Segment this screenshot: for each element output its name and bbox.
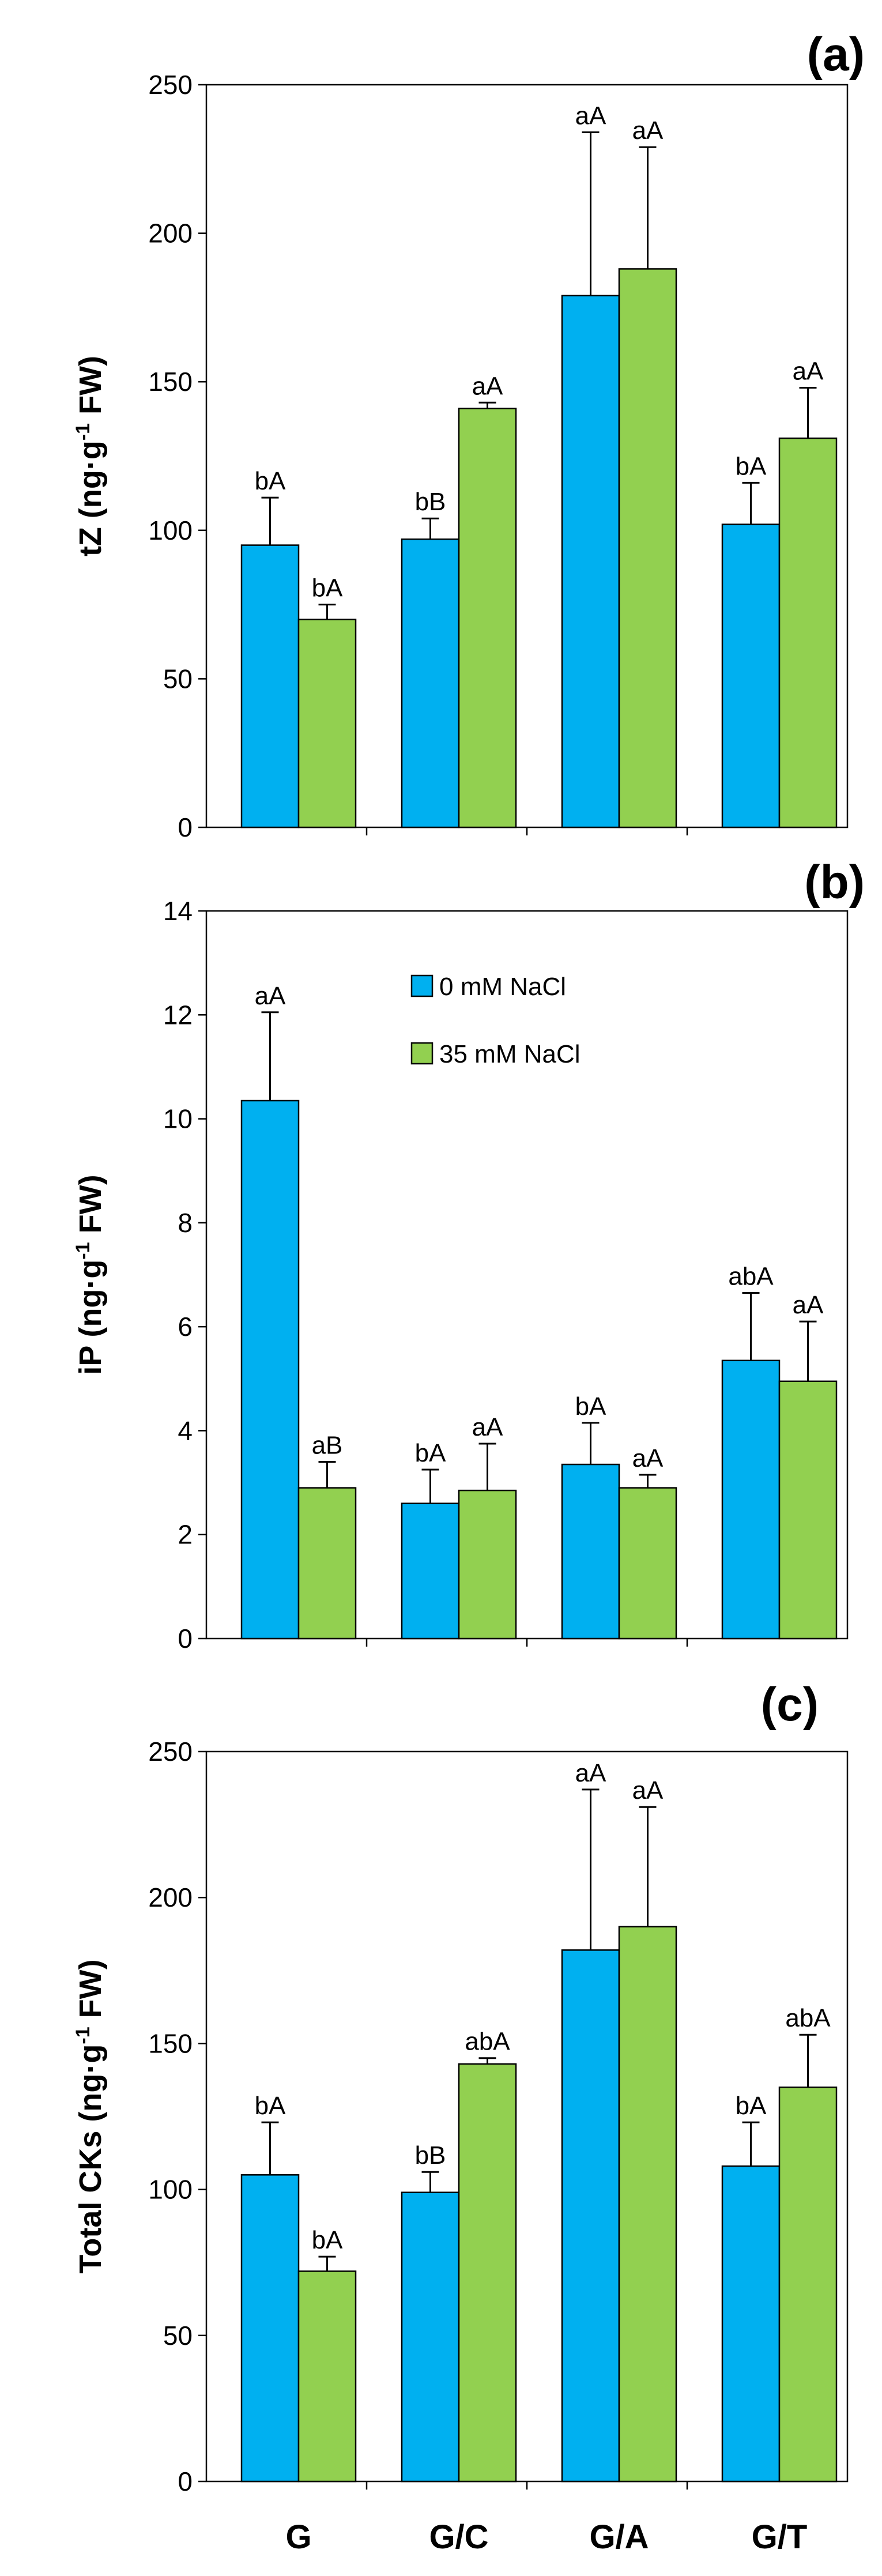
y-tick-label: 12 <box>163 1000 193 1030</box>
x-category-label: G/C <box>429 2518 488 2556</box>
legend-label-salt: 35 mM NaCl <box>439 1040 581 1068</box>
bar-control <box>401 2191 460 2483</box>
y-tick-label: 10 <box>163 1104 193 1134</box>
y-tick-label: 14 <box>163 896 193 926</box>
significance-label: aA <box>575 1759 606 1787</box>
bar-control <box>401 538 460 828</box>
x-category-label: G/A <box>589 2518 649 2556</box>
significance-label: bA <box>312 574 343 602</box>
bar-salt <box>778 437 838 828</box>
panel-label: (c) <box>761 1678 819 1731</box>
y-tick-label: 250 <box>148 70 193 100</box>
significance-label: bA <box>255 467 286 495</box>
y-axis-label: iP (ng·g-1 FW) <box>72 1174 108 1374</box>
bar-salt <box>297 1487 357 1640</box>
bar-salt <box>458 2063 517 2483</box>
y-tick-label: 150 <box>148 367 193 397</box>
significance-label: abA <box>728 1263 774 1291</box>
bar-salt <box>778 1380 838 1640</box>
significance-label: bA <box>736 2092 767 2120</box>
legend-label-control: 0 mM NaCl <box>439 973 566 1001</box>
bar-control <box>721 524 781 828</box>
y-tick-label: 200 <box>148 219 193 248</box>
bar-salt <box>618 1926 677 2483</box>
significance-label: bA <box>575 1392 606 1421</box>
chart-panel-2: 0 2 4 6 8 10 12 14 iP (ng·g-1 FW) (b) aA aB bA aA bA aA… <box>72 856 865 1654</box>
significance-label: bA <box>736 452 767 480</box>
significance-label: aA <box>255 982 286 1010</box>
significance-label: bB <box>415 2141 446 2170</box>
bar-control <box>561 295 620 828</box>
y-tick-label: 0 <box>178 2466 193 2496</box>
bar-control <box>240 1099 300 1640</box>
significance-label: bA <box>312 2226 343 2254</box>
significance-label: aA <box>632 116 664 145</box>
significance-label: abA <box>465 2028 510 2056</box>
panel-label: (a) <box>807 28 865 81</box>
significance-label: bB <box>415 488 446 516</box>
bar-control <box>240 2174 300 2483</box>
y-tick-label: 100 <box>148 515 193 545</box>
significance-label: aA <box>632 1776 664 1805</box>
y-tick-label: 0 <box>178 812 193 842</box>
legend-swatch-salt <box>410 1042 434 1065</box>
bar-control <box>561 1949 620 2483</box>
bar-control <box>401 1502 460 1640</box>
y-tick-label: 6 <box>178 1312 193 1342</box>
y-tick-label: 100 <box>148 2175 193 2205</box>
chart-panel-3: 0 50 100 150 200 250 Total CKs (ng·g-1 FW) (c) b… <box>72 1678 849 2496</box>
y-tick-label: 2 <box>178 1520 193 1550</box>
y-tick-label: 8 <box>178 1208 193 1238</box>
bar-control <box>721 2165 781 2483</box>
bar-salt <box>458 408 517 828</box>
significance-label: aA <box>472 372 503 400</box>
bar-control <box>721 1359 781 1640</box>
y-tick-label: 50 <box>163 664 193 694</box>
x-category-label: G/T <box>752 2518 808 2556</box>
legend-swatch-control <box>410 974 434 997</box>
y-tick-label: 150 <box>148 2028 193 2058</box>
bar-salt <box>618 268 677 828</box>
chart-panel-1: 0 50 100 150 200 250 tZ (ng·g-1 FW) (a) bA bA bB aA… <box>72 28 865 842</box>
significance-label: bA <box>255 2092 286 2120</box>
bar-salt <box>297 2270 357 2483</box>
significance-label: aA <box>632 1444 664 1472</box>
y-tick-label: 50 <box>163 2321 193 2351</box>
significance-label: aA <box>793 357 824 386</box>
significance-label: bA <box>415 1439 446 1467</box>
y-tick-label: 250 <box>148 1737 193 1767</box>
significance-label: aA <box>793 1291 824 1319</box>
bar-salt <box>458 1489 517 1640</box>
y-axis-label: tZ (ng·g-1 FW) <box>72 356 108 556</box>
significance-label: aA <box>472 1413 503 1441</box>
y-tick-label: 200 <box>148 1882 193 1912</box>
y-axis-label: Total CKs (ng·g-1 FW) <box>72 1959 108 2273</box>
y-tick-label: 4 <box>178 1415 193 1445</box>
panel-label: (b) <box>804 856 865 909</box>
bar-salt <box>297 619 357 828</box>
y-tick-label: 0 <box>178 1624 193 1654</box>
legend: 0 mM NaCl 35 mM NaCl <box>410 973 581 1068</box>
significance-label: abA <box>785 2004 831 2032</box>
bar-control <box>240 544 300 828</box>
x-category-label: G <box>285 2518 311 2556</box>
significance-label: aA <box>575 101 606 130</box>
significance-label: aB <box>312 1432 343 1460</box>
bar-salt <box>778 2087 838 2483</box>
bar-control <box>561 1463 620 1640</box>
bar-salt <box>618 1487 677 1640</box>
